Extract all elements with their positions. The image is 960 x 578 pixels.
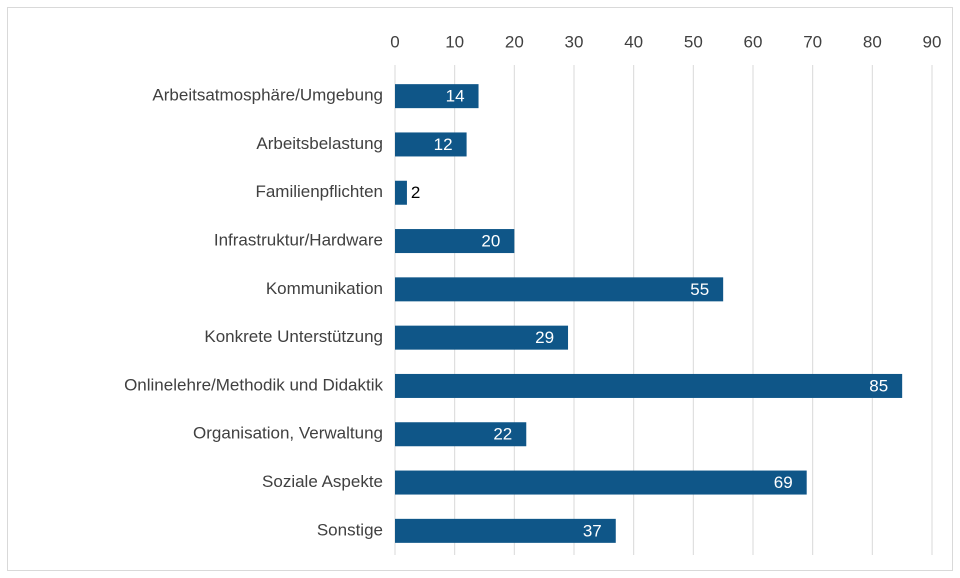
bar: [395, 373, 903, 398]
bar: [395, 518, 616, 543]
x-tick-label: 20: [505, 32, 524, 51]
y-tick-label: Infrastruktur/Hardware: [214, 231, 383, 250]
x-tick-label: 90: [923, 32, 942, 51]
x-tick-label: 0: [390, 32, 399, 51]
data-label: 55: [690, 280, 709, 299]
x-tick-label: 80: [863, 32, 882, 51]
y-tick-label: Onlinelehre/Methodik und Didaktik: [124, 375, 383, 394]
y-tick-label: Konkrete Unterstützung: [204, 327, 383, 346]
x-tick-label: 10: [445, 32, 464, 51]
bar: [395, 180, 407, 205]
y-tick-label: Familienpflichten: [255, 182, 383, 201]
data-label: 20: [481, 232, 500, 251]
data-label: 69: [774, 473, 793, 492]
y-tick-label: Arbeitsbelastung: [256, 134, 383, 153]
bar: [395, 132, 467, 157]
data-label: 85: [869, 376, 888, 395]
y-tick-label: Arbeitsatmosphäre/Umgebung: [152, 86, 383, 105]
x-tick-label: 40: [624, 32, 643, 51]
bar: [395, 470, 807, 495]
x-tick-label: 30: [565, 32, 584, 51]
bar: [395, 422, 527, 447]
x-tick-label: 50: [684, 32, 703, 51]
data-label: 29: [535, 328, 554, 347]
x-tick-label: 60: [744, 32, 763, 51]
x-tick-label: 70: [803, 32, 822, 51]
y-tick-label: Organisation, Verwaltung: [193, 424, 383, 443]
y-tick-label: Soziale Aspekte: [262, 472, 383, 491]
data-label: 12: [434, 135, 453, 154]
bar: [395, 84, 479, 109]
y-tick-label: Sonstige: [317, 520, 383, 539]
bar: [395, 229, 515, 254]
data-label: 22: [493, 425, 512, 444]
bar: [395, 325, 569, 350]
data-label: 2: [411, 183, 420, 202]
y-tick-label: Kommunikation: [266, 279, 383, 298]
bar: [395, 277, 724, 302]
data-label: 37: [583, 521, 602, 540]
data-label: 14: [446, 87, 465, 106]
